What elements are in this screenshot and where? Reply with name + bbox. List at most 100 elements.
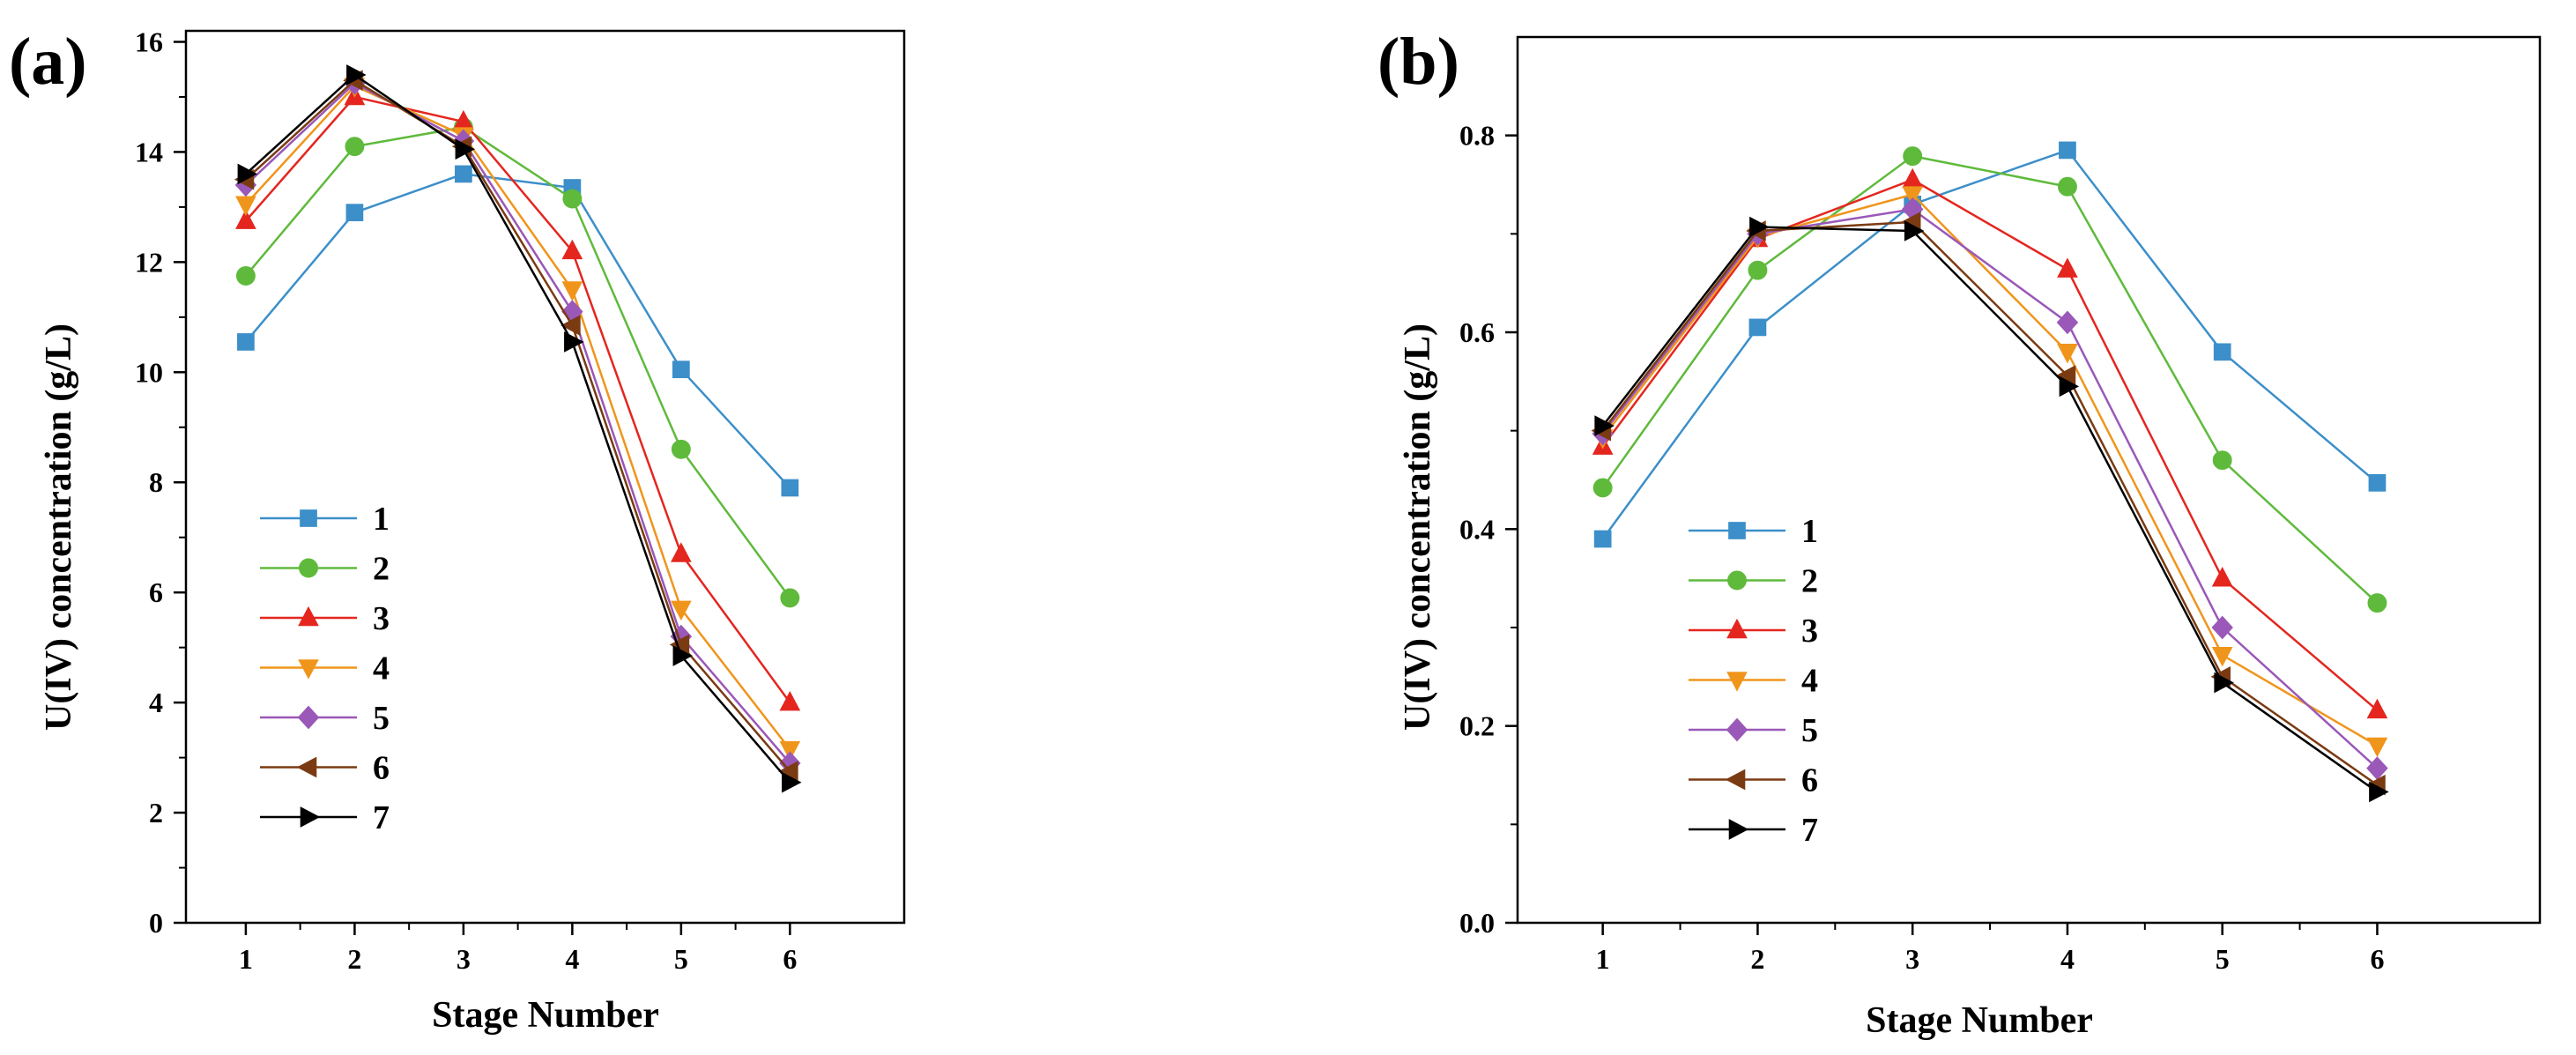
panel-a-series-1-point <box>237 333 255 351</box>
panel-a-series-1-point <box>781 479 799 497</box>
panel-b-series-5-point <box>2056 310 2079 335</box>
panel-b-series-2-point <box>1903 146 1923 167</box>
panel-a-series-7-point <box>455 138 476 160</box>
panel-b-legend-5-label: 5 <box>1801 712 1818 749</box>
panel-b-series-4-point <box>2057 344 2078 364</box>
panel-a-legend-5-marker <box>297 705 320 730</box>
panel-a-series-4-point <box>561 281 583 301</box>
panel-a-legend-7-label: 7 <box>373 799 390 836</box>
panel-a-y-tick-label: 12 <box>135 246 163 278</box>
panel-a-series-3-line <box>244 95 791 703</box>
panel-a-y-tick-label: 8 <box>149 466 163 498</box>
panel-b-legend-4-label: 4 <box>1801 663 1818 700</box>
panel-a-legend-2-marker <box>299 558 318 578</box>
panel-a-y-tick-label: 4 <box>149 687 163 718</box>
panel-a-series-3-point <box>779 690 801 711</box>
panel-b-y-tick-label: 0.4 <box>1459 513 1495 545</box>
panel-a-series-2-point <box>235 266 256 286</box>
panel-b-series-2-line <box>1601 154 2379 605</box>
panel-b-legend: 1 2 3 4 5 6 7 <box>1689 513 1818 849</box>
panel-b-series-1-point <box>2059 141 2076 160</box>
panel-a-y-axis-title: U(IV) concentration (g/L) <box>39 323 79 731</box>
panel-a-y-tick-label: 2 <box>149 797 163 828</box>
panel-b-series-4-point <box>1902 186 1924 206</box>
panel-a-x-tick-label: 1 <box>239 943 253 975</box>
panel-a-legend-5-label: 5 <box>373 700 390 737</box>
panel-b-x-tick-label: 2 <box>1750 943 1764 975</box>
panel-b-series-4-point <box>2366 737 2388 758</box>
panel-b-series-1-point <box>1748 318 1767 337</box>
panel-b-legend-6-label: 6 <box>1801 762 1818 799</box>
panel-b-series-2-point <box>1592 478 1613 498</box>
panel-b-legend-4-marker <box>1726 672 1748 692</box>
panel-a-legend-7-marker <box>300 806 321 828</box>
panel-a-series-1-point <box>672 360 690 379</box>
panel-a-x-tick-label: 4 <box>565 943 579 975</box>
panel-b-legend-3-marker <box>1726 618 1748 639</box>
panel-a-legend-4-marker <box>298 659 319 680</box>
panel-b-legend-5-marker <box>1726 717 1748 742</box>
panel-b-series-2-point <box>2212 450 2232 471</box>
panel-a-series-4-point <box>779 740 801 762</box>
panel-b-legend-1-label: 1 <box>1801 513 1818 550</box>
panel-b-series-4-line <box>1601 193 2379 747</box>
panel-a-series-7-line <box>245 73 791 784</box>
panel-a-series-1-point <box>345 204 364 221</box>
panel-b-legend-3-label: 3 <box>1801 613 1818 650</box>
panel-a-legend-3-marker <box>298 606 319 627</box>
panel-b-series-7-point <box>2214 672 2234 694</box>
panel-b-series-1-point <box>1593 530 1612 548</box>
panel-a-legend-6-marker <box>296 756 317 778</box>
panel-a-y-tick-label: 16 <box>135 26 163 57</box>
panel-b-series-5-line <box>1601 208 2379 769</box>
panel-a-series-7-point <box>564 331 584 353</box>
panel-a-series-7-point <box>672 645 694 666</box>
panel-b-legend-2-marker <box>1727 570 1747 591</box>
panel-a-legend-6-label: 6 <box>373 750 390 787</box>
panel-b-series-3-point <box>2366 698 2388 719</box>
panel-a-series-6-line <box>245 78 791 773</box>
panel-b-series-7-point <box>1749 216 1770 238</box>
panel-a-series-2-line <box>244 126 791 599</box>
panel-a-x-tick-label: 3 <box>457 943 471 975</box>
panel-b-series-2-point <box>2367 593 2387 613</box>
panel-a-series-2-point <box>562 189 583 209</box>
panel-a-legend: 1 2 3 4 5 6 7 <box>260 501 390 836</box>
panel-b-x-tick-label: 5 <box>2216 943 2230 975</box>
panel-b-series-3-point <box>2211 566 2233 587</box>
panel-a-y-tick-label: 14 <box>135 136 163 167</box>
panel-a-plot-frame <box>184 29 906 925</box>
panel-b-x-tick-label: 6 <box>2370 943 2384 975</box>
panel-a-x-tick-label: 2 <box>347 943 361 975</box>
panel-a-legend-2-label: 2 <box>373 551 390 588</box>
chart-panel-a: (a) U(IV) concentration (g/L) Stage Numb… <box>9 25 906 1036</box>
panel-a-legend-1-label: 1 <box>373 501 390 538</box>
panel-a-series-1-line <box>244 173 791 489</box>
panel-a-x-axis-title: Stage Number <box>432 995 659 1036</box>
panel-a-legend-3-label: 3 <box>373 600 390 637</box>
panel-b-series-6-line <box>1601 220 2379 786</box>
panel-b-series-1-line <box>1601 148 2379 540</box>
panel-a-x-tick-label: 5 <box>674 943 688 975</box>
panel-b-series-3-point <box>1902 167 1924 189</box>
panel-a-series-3-point <box>561 239 583 260</box>
panel-a-series-7-point <box>346 64 367 85</box>
panel-b-series-7-point <box>1904 220 1925 241</box>
panel-b-y-axis-title: U(IV) concentration (g/L) <box>1398 323 1438 731</box>
panel-a-series-6-point <box>560 315 581 337</box>
panel-b-y-tick-label: 0.0 <box>1459 907 1495 939</box>
chart-panel-b: (b) U(IV) concentration (g/L) Stage Numb… <box>1377 25 2542 1041</box>
panel-b-series-5-point <box>2211 615 2233 640</box>
panel-a-series-7-point <box>237 163 258 185</box>
panel-b-x-tick-label: 4 <box>2060 943 2075 975</box>
panel-b-series-7-point <box>2059 375 2080 397</box>
panel-b-legend-7-marker <box>1728 819 1749 840</box>
panel-b-series-2-point <box>1748 260 1768 280</box>
panel-a-series-lines <box>234 64 802 793</box>
panel-b-series-7-line <box>1601 226 2379 793</box>
panel-a-series-4-point <box>671 600 692 621</box>
panel-b-ticks: 1 2 3 4 5 6 0.0 0.2 0.4 0.6 0.8 <box>1459 120 2384 975</box>
panel-b-legend-2-label: 2 <box>1801 563 1818 600</box>
